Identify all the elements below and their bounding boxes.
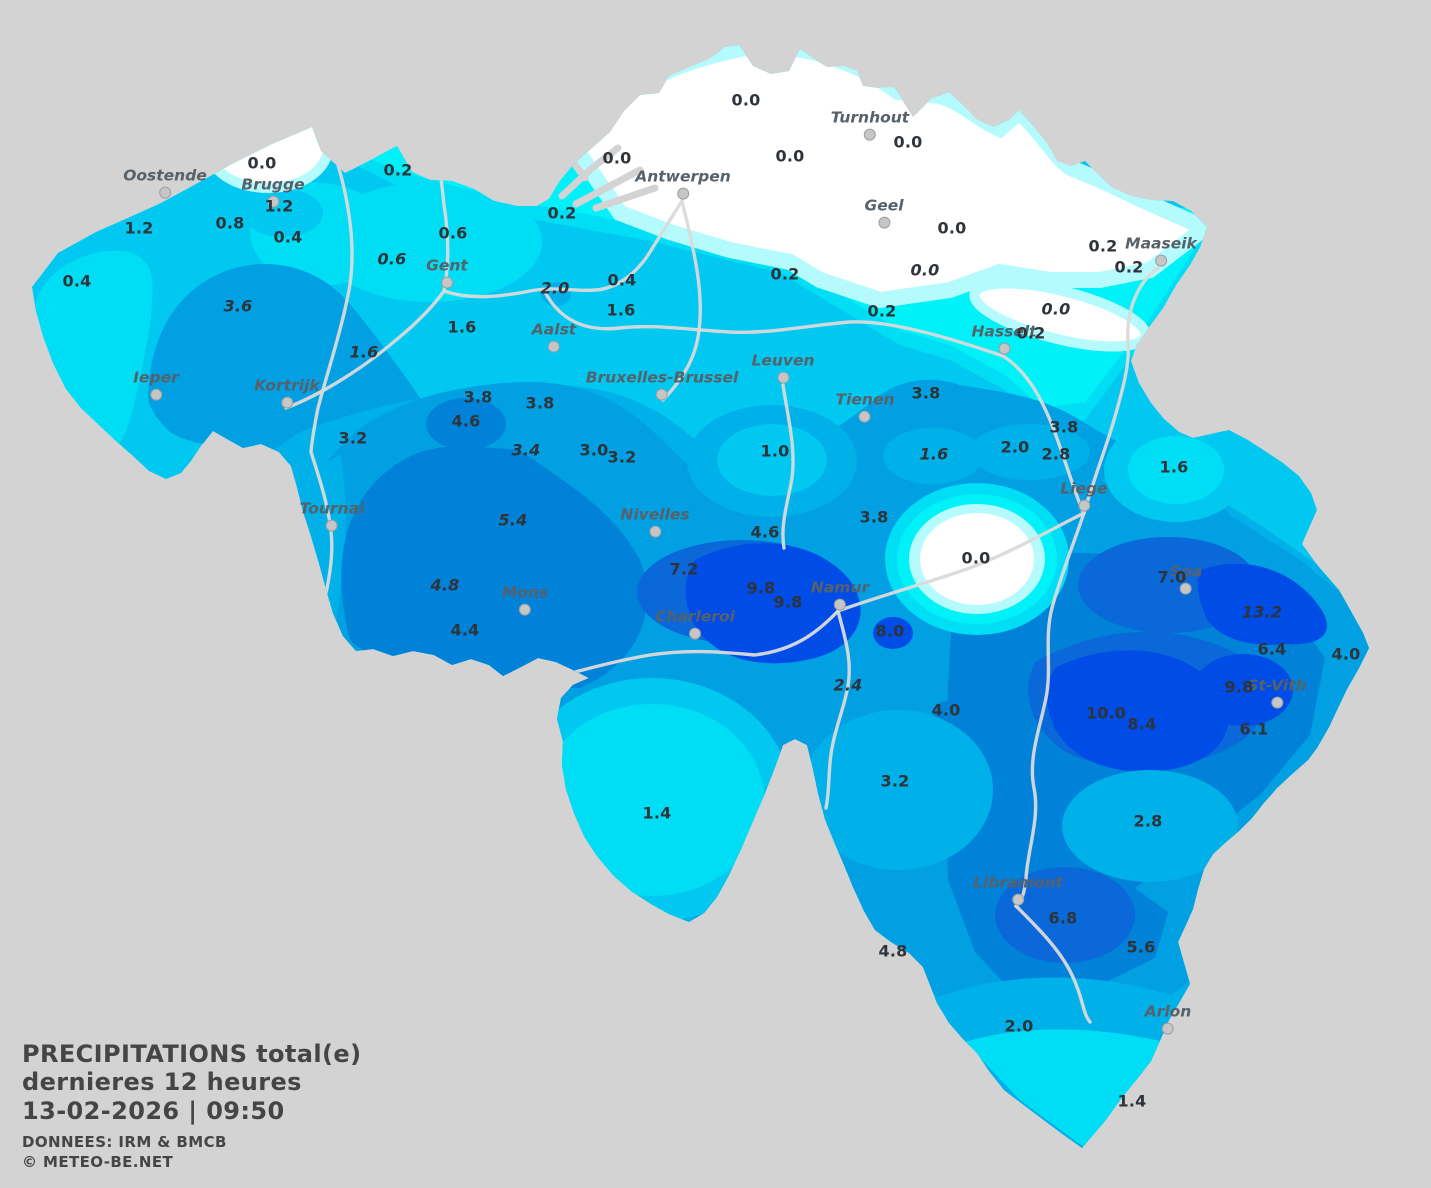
- pocket-liege-north: [970, 424, 1090, 480]
- contour-100-core: [1046, 650, 1229, 772]
- map-datetime: 13-02-2026 | 09:50: [22, 1096, 285, 1125]
- map-title: PRECIPITATIONS total(e): [22, 1040, 362, 1068]
- contour-hainaut-dark: [341, 446, 647, 689]
- contour-98-stvith: [1193, 654, 1293, 726]
- contour-gent-light: [318, 182, 542, 302]
- map-subtitle: dernieres 12 heures: [22, 1068, 302, 1097]
- pocket-eupen: [1128, 436, 1224, 504]
- contour-namur-core: [685, 543, 861, 664]
- pocket-chimay-14: [540, 704, 764, 896]
- pocket-tienen: [883, 428, 983, 484]
- pocket-arlon-14: [965, 1029, 1200, 1148]
- pocket-leuven: [717, 424, 827, 496]
- contour-46-spot: [426, 398, 506, 450]
- pocket-32-south: [803, 710, 993, 870]
- map-source: DONNEES: IRM & BMCB: [22, 1132, 227, 1151]
- contour-brugge-patch: [243, 189, 323, 237]
- map-copyright: © METEO-BE.NET: [22, 1153, 174, 1172]
- contour-80-spot: [873, 617, 913, 649]
- border-lines: [284, 147, 1160, 1024]
- zero-circle: [920, 513, 1034, 605]
- title-block: PRECIPITATIONS total(e) dernieres 12 heu…: [22, 1040, 361, 1172]
- contour-132-core: [1197, 563, 1327, 645]
- contour-libramont-68: [995, 867, 1135, 963]
- pocket-28-southeast: [1062, 770, 1238, 882]
- zero-zone-coast: [203, 103, 333, 193]
